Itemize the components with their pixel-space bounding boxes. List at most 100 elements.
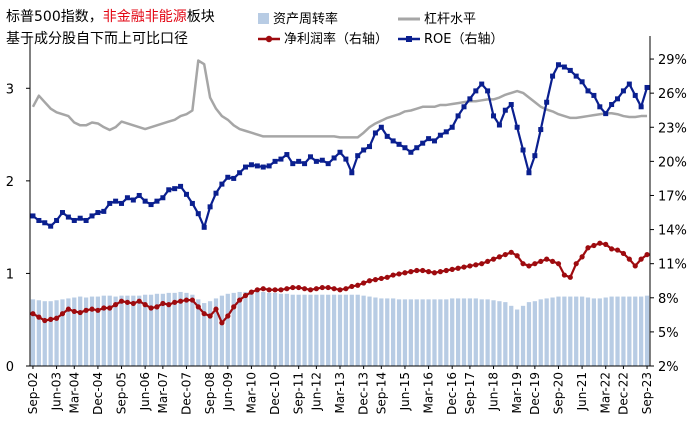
net-margin-point bbox=[408, 269, 414, 275]
roe-point bbox=[296, 158, 302, 164]
roe-point bbox=[119, 200, 125, 206]
roe-point bbox=[95, 210, 101, 216]
roe-point bbox=[638, 104, 644, 110]
roe-point bbox=[113, 198, 119, 204]
x-tick-label: Jun-03 bbox=[50, 372, 64, 411]
roe-point bbox=[378, 124, 384, 130]
bar-turnover bbox=[331, 294, 337, 366]
bar-turnover bbox=[408, 299, 413, 366]
bar-turnover bbox=[544, 298, 549, 366]
x-tick-label: Sep-20 bbox=[551, 372, 565, 414]
bar-turnover bbox=[225, 293, 230, 366]
net-margin-point bbox=[237, 297, 243, 303]
roe-point bbox=[136, 192, 142, 198]
x-tick-label: Dec-10 bbox=[268, 372, 282, 415]
x-tick-label: Mar-19 bbox=[510, 372, 524, 413]
roe-point bbox=[479, 81, 485, 87]
bar-turnover bbox=[597, 298, 602, 366]
bar-turnover bbox=[450, 298, 455, 366]
roe-point bbox=[372, 130, 378, 136]
net-margin-point bbox=[437, 269, 443, 275]
net-margin-point bbox=[372, 277, 379, 283]
roe-point bbox=[355, 153, 361, 159]
left-tick-label: 3 bbox=[6, 82, 14, 97]
net-margin-point bbox=[148, 305, 154, 311]
net-margin-point bbox=[573, 261, 579, 267]
net-margin-point bbox=[42, 317, 48, 324]
net-margin-point bbox=[526, 263, 532, 269]
x-tick-label: Dec-19 bbox=[528, 372, 542, 415]
roe-point bbox=[225, 174, 231, 180]
net-margin-point bbox=[189, 297, 195, 303]
roe-point bbox=[426, 136, 432, 142]
net-margin-point bbox=[154, 304, 160, 310]
roe-point bbox=[632, 92, 638, 98]
roe-point bbox=[124, 195, 130, 201]
title-highlight: 非金融非能源 bbox=[102, 9, 187, 25]
roe-point bbox=[538, 127, 544, 133]
net-margin-point bbox=[508, 249, 514, 255]
roe-point bbox=[83, 217, 89, 223]
net-margin-point bbox=[549, 258, 556, 265]
net-margin-point bbox=[644, 251, 650, 258]
net-margin-point bbox=[514, 253, 520, 259]
bar-turnover bbox=[237, 291, 242, 366]
net-margin-point bbox=[620, 250, 627, 257]
x-tick-label: Mar-22 bbox=[599, 372, 613, 413]
net-margin-point bbox=[402, 270, 408, 276]
net-margin-point bbox=[343, 286, 349, 292]
roe-point bbox=[30, 213, 36, 219]
net-margin-point bbox=[213, 306, 219, 312]
net-margin-point bbox=[113, 302, 119, 308]
legend-roe-swatch bbox=[398, 36, 420, 42]
bar-turnover bbox=[503, 302, 508, 366]
roe-point bbox=[550, 73, 556, 79]
bar-turnover bbox=[520, 305, 526, 366]
bar-turnover bbox=[326, 294, 331, 366]
net-margin-point bbox=[124, 299, 131, 305]
roe-point bbox=[573, 73, 579, 79]
title-part3: 板块 bbox=[186, 9, 215, 25]
bar-turnover bbox=[54, 300, 59, 366]
bar-turnover bbox=[402, 299, 408, 366]
x-tick-label: Dec-07 bbox=[179, 372, 193, 415]
net-margin-point bbox=[355, 282, 361, 288]
bar-turnover bbox=[343, 294, 349, 366]
bar-turnover bbox=[42, 301, 47, 366]
bar-turnover bbox=[101, 295, 106, 366]
bar-turnover bbox=[272, 292, 278, 366]
bar-turnover bbox=[249, 291, 254, 366]
bar-turnover bbox=[284, 293, 289, 366]
legend-margin-swatch bbox=[258, 35, 280, 43]
legend-leverage-label: 杠杆水平 bbox=[424, 12, 477, 27]
bar-turnover bbox=[444, 299, 449, 366]
bar-turnover bbox=[615, 296, 620, 366]
roe-point bbox=[485, 88, 491, 94]
net-margin-point bbox=[496, 254, 503, 260]
net-margin-point bbox=[390, 272, 396, 278]
legend-bar-label: 资产周转率 bbox=[273, 12, 339, 27]
net-margin-point bbox=[272, 287, 278, 293]
roe-point bbox=[219, 181, 225, 187]
x-tick-label: Mar-16 bbox=[422, 372, 436, 413]
roe-point bbox=[272, 158, 278, 164]
x-tick-label: Sep-14 bbox=[374, 372, 388, 414]
net-margin-point bbox=[366, 278, 373, 284]
roe-point bbox=[408, 149, 414, 155]
net-margin-point bbox=[443, 267, 449, 274]
bar-turnover bbox=[556, 296, 561, 366]
right-tick-label: 5% bbox=[658, 326, 679, 341]
net-margin-point bbox=[177, 298, 184, 304]
net-margin-point bbox=[585, 245, 591, 251]
net-margin-point bbox=[130, 300, 136, 307]
net-margin-point bbox=[479, 261, 485, 267]
bar-turnover bbox=[361, 295, 366, 366]
net-margin-point bbox=[290, 284, 296, 291]
roe-point bbox=[284, 152, 290, 158]
left-tick-label: 2 bbox=[6, 175, 14, 190]
right-tick-label: 23% bbox=[658, 121, 687, 136]
legend-margin: 净利润率（右轴） bbox=[258, 28, 388, 47]
net-margin-point bbox=[83, 307, 89, 313]
roe-point bbox=[207, 204, 213, 210]
